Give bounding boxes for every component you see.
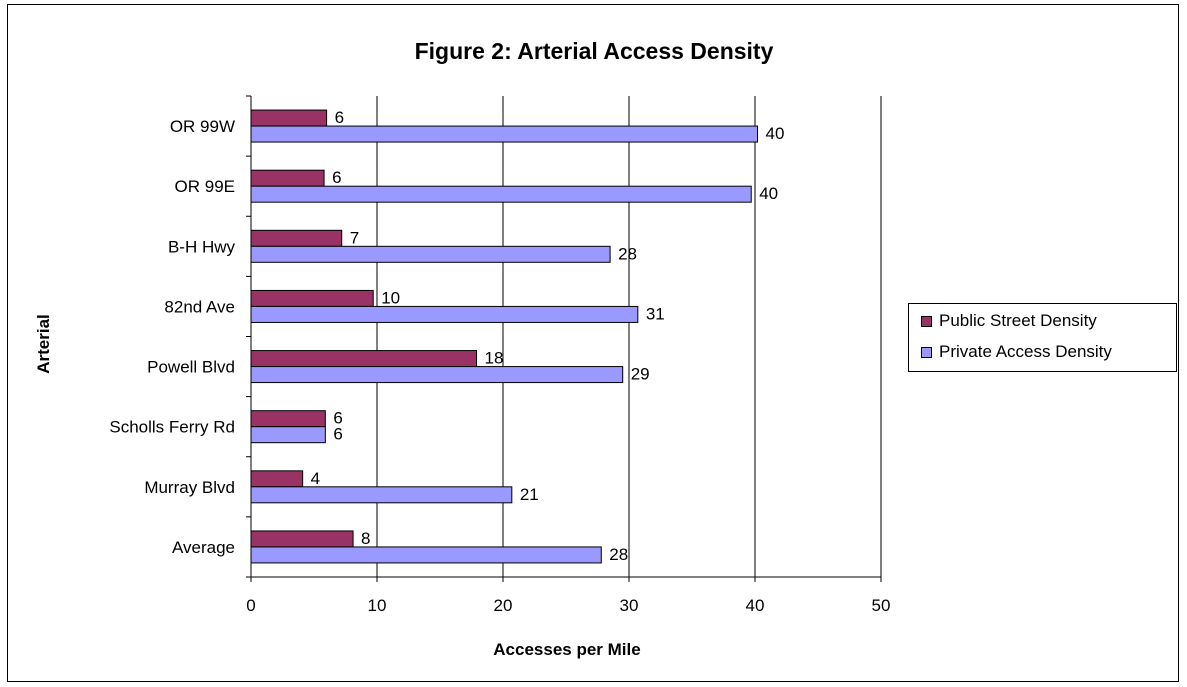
data-label: 10 (381, 288, 400, 307)
legend-swatch-private (921, 346, 932, 358)
bar-private (250, 426, 326, 444)
labels: 0 10 20 30 40 50 OR 99W 6 40 OR 99E 6 40 B-H Hwy 7 28 8… (109, 108, 890, 615)
legend-label-public: Public Street Density (939, 311, 1097, 330)
data-label: 8 (361, 529, 370, 548)
x-tick-label: 20 (494, 596, 513, 615)
data-label: 6 (333, 425, 342, 444)
data-label: 6 (333, 409, 342, 428)
data-label: 4 (311, 469, 320, 488)
data-label: 18 (485, 349, 504, 368)
axes (246, 95, 882, 582)
data-label: 28 (618, 244, 637, 263)
legend-item-private: Private Access Density (921, 342, 1112, 362)
legend-swatch-public (921, 315, 932, 327)
data-label: 29 (631, 365, 650, 384)
bar-private (250, 125, 759, 143)
bar-public (250, 289, 374, 307)
x-tick-label: 40 (746, 596, 765, 615)
bar-public (250, 229, 343, 247)
data-label: 40 (759, 184, 778, 203)
x-tick-label: 0 (246, 596, 255, 615)
category-label: Average (172, 538, 235, 557)
legend-item-public: Public Street Density (921, 311, 1097, 331)
y-axis-label: Arterial (34, 314, 53, 374)
category-label: Scholls Ferry Rd (109, 418, 235, 437)
x-tick-label: 50 (872, 596, 891, 615)
x-axis-label: Accesses per Mile (493, 640, 640, 659)
bar-public (250, 410, 326, 428)
data-label: 6 (332, 168, 341, 187)
data-label: 40 (766, 124, 785, 143)
bar-public (250, 470, 304, 488)
data-label: 21 (520, 485, 539, 504)
bars (250, 109, 759, 564)
bar-public (250, 109, 328, 127)
bar-public (250, 169, 325, 187)
category-label: OR 99W (170, 117, 235, 136)
chart-title: Figure 2: Arterial Access Density (414, 38, 774, 64)
bar-public (250, 350, 478, 368)
bar-private (250, 486, 513, 504)
category-label: OR 99E (175, 177, 235, 196)
bar-private (250, 185, 752, 203)
legend-label-private: Private Access Density (939, 342, 1112, 361)
bar-private (250, 305, 639, 323)
legend: Public Street Density Private Access Den… (908, 303, 1177, 372)
x-tick-label: 10 (368, 596, 387, 615)
category-label: Powell Blvd (147, 358, 235, 377)
data-label: 28 (609, 545, 628, 564)
gridlines (376, 96, 882, 577)
bar-private (250, 245, 611, 263)
x-tick-label: 30 (620, 596, 639, 615)
bar-private (250, 366, 624, 384)
bar-public (250, 530, 354, 548)
data-label: 31 (646, 304, 665, 323)
bar-private (250, 546, 602, 564)
category-label: B-H Hwy (168, 237, 236, 256)
category-label: Murray Blvd (144, 478, 235, 497)
data-label: 7 (350, 228, 359, 247)
data-label: 6 (335, 108, 344, 127)
category-label: 82nd Ave (164, 297, 235, 316)
